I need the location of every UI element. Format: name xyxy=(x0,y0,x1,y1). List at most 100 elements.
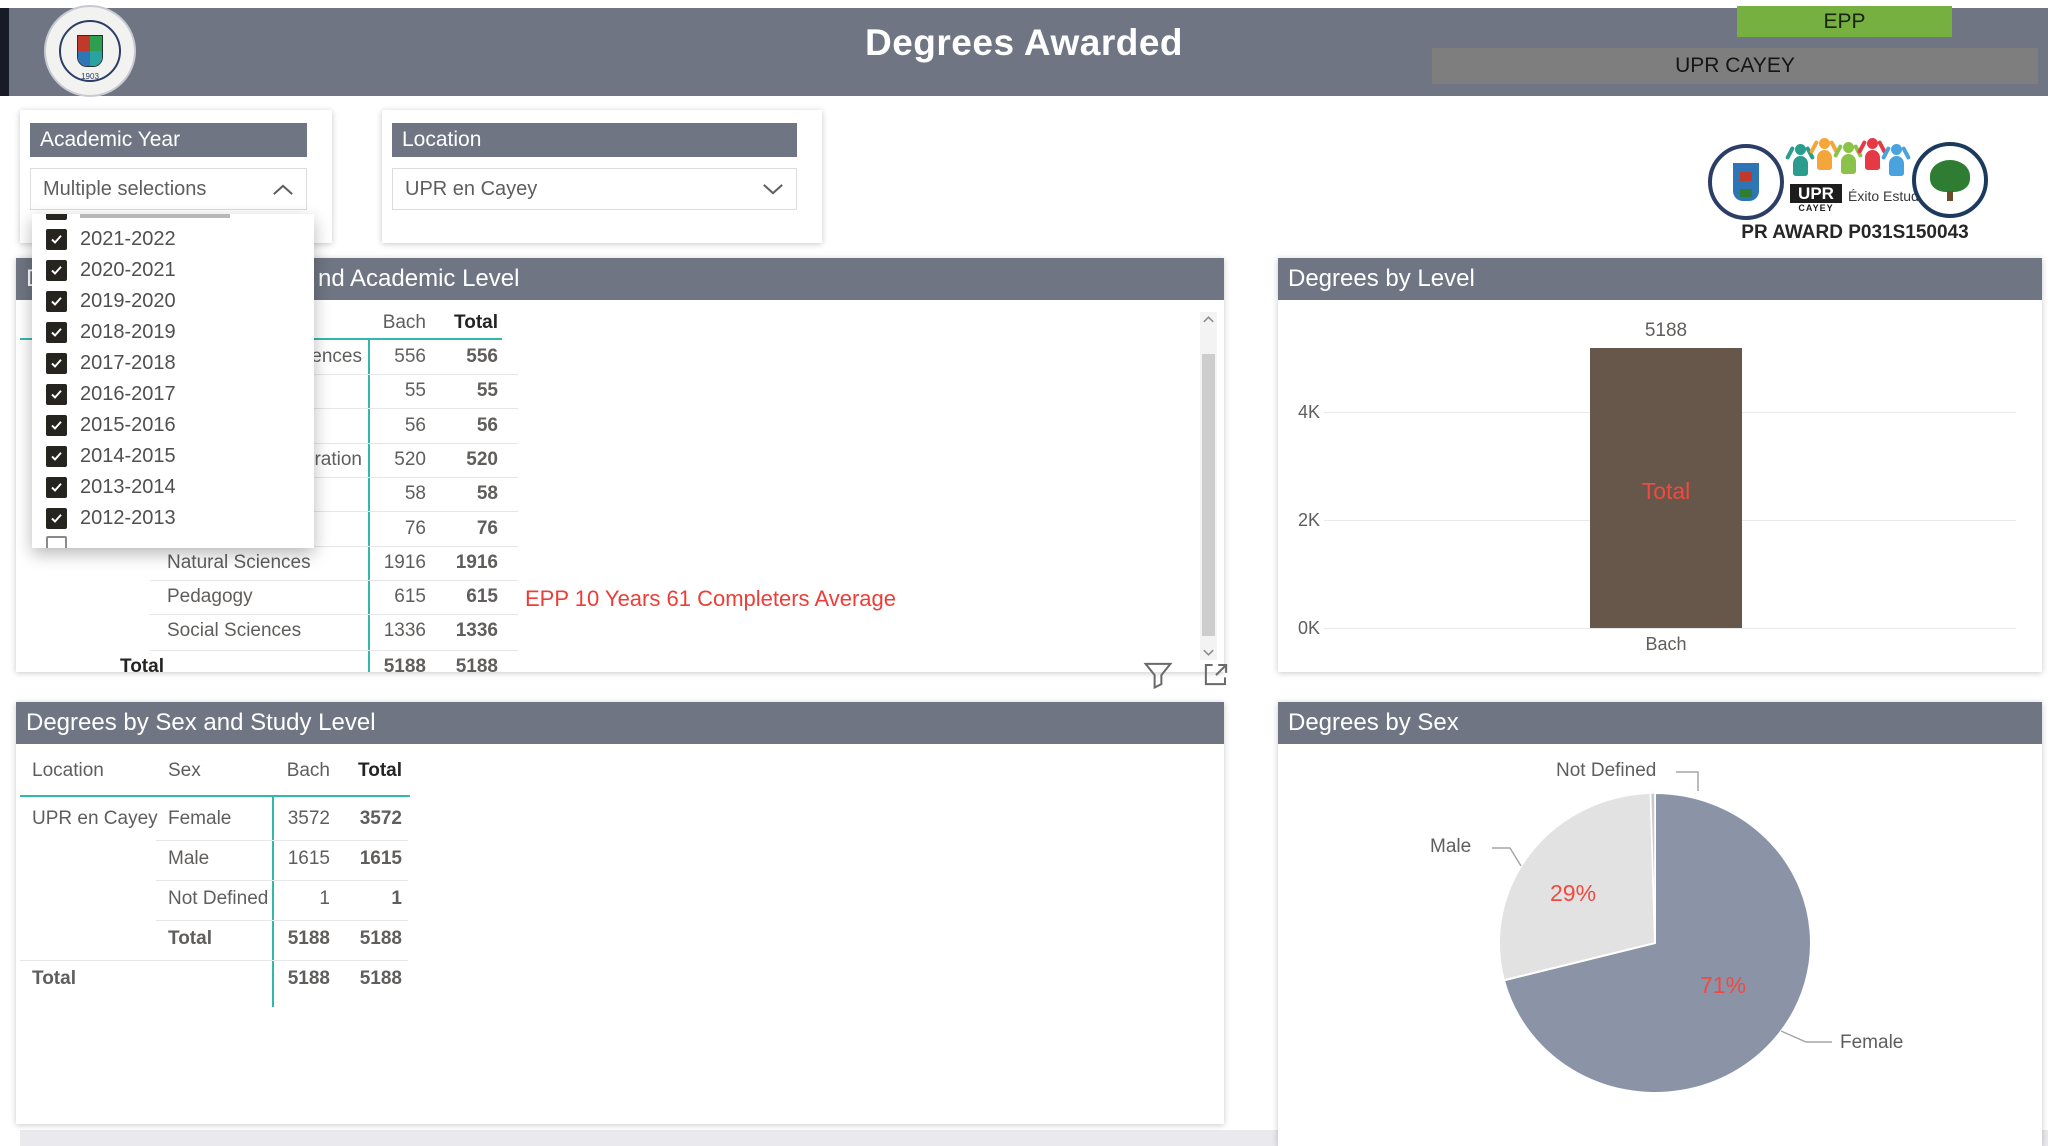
column-header-total: Total xyxy=(454,312,498,333)
table-row[interactable]: Male 1615 1615 xyxy=(168,848,402,869)
checkbox-checked-icon[interactable] xyxy=(46,477,67,498)
y-axis-tick: 4K xyxy=(1297,402,1320,422)
table-row[interactable]: 56 56 xyxy=(404,415,498,436)
row-divider xyxy=(150,650,518,651)
table-row[interactable]: Social Sciences 1336 1336 xyxy=(167,620,498,641)
seal-year-label: 1903 xyxy=(81,72,99,81)
year-option-2015-2016[interactable]: 2015-2016 xyxy=(32,410,314,441)
pie-slice-not-defined[interactable] xyxy=(1649,792,1656,944)
focus-mode-icon[interactable] xyxy=(1198,656,1234,692)
epp-nav-button[interactable]: EPP xyxy=(1737,6,1952,37)
row-divider xyxy=(150,374,518,375)
row-divider xyxy=(156,880,408,881)
table-row[interactable]: UPR en Cayey Female 3572 3572 xyxy=(32,808,402,829)
partner-logos: UPR CAYEY Éxito Estudiantil PR AWARD P03… xyxy=(1690,130,2020,250)
degrees-by-sex-table-card: Degrees by Sex and Study Level Location … xyxy=(16,702,1224,1124)
annotation-text: EPP 10 Years 61 Completers Average xyxy=(525,586,896,611)
table-row[interactable]: ences 556 556 xyxy=(311,346,498,367)
pie-callout-not-defined: Not Defined xyxy=(1556,760,1657,781)
row-divider xyxy=(150,614,518,615)
degrees-by-sex-chart-card: Degrees by Sex Not Defined Male Female 2… xyxy=(1278,702,2042,1146)
location-slicer: Location UPR en Cayey xyxy=(382,110,822,243)
academic-year-selected-value: Multiple selections xyxy=(43,177,207,200)
checkbox-checked-icon[interactable] xyxy=(46,446,67,467)
header-edge-accent xyxy=(0,8,9,96)
total-bar[interactable] xyxy=(1590,348,1742,628)
column-header-location: Location xyxy=(32,760,104,781)
row-divider xyxy=(20,960,408,961)
pie-slice-male[interactable] xyxy=(1498,792,1657,982)
sex-table-header: Location Sex Bach Total xyxy=(16,760,436,784)
checkbox-checked-icon[interactable] xyxy=(46,353,67,374)
year-option-2017-2018[interactable]: 2017-2018 xyxy=(32,348,314,379)
table-total-row[interactable]: Total 5188 5188 xyxy=(120,656,498,672)
column-header-sex: Sex xyxy=(168,760,201,781)
checkbox-checked-icon[interactable] xyxy=(46,229,67,250)
clipped-list-item xyxy=(32,214,314,222)
year-option-2019-2020[interactable]: 2019-2020 xyxy=(32,286,314,317)
y-axis-tick: 0K xyxy=(1297,618,1320,638)
pie-slice-female[interactable] xyxy=(1502,791,1812,1094)
location-dropdown-field[interactable]: UPR en Cayey xyxy=(392,168,797,210)
year-option-2020-2021[interactable]: 2020-2021 xyxy=(32,255,314,286)
page-title: Degrees Awarded xyxy=(864,22,1184,63)
table-row[interactable]: Not Defined 1 1 xyxy=(168,888,402,909)
scroll-down-icon[interactable] xyxy=(1202,648,1215,657)
checkbox-checked-icon[interactable] xyxy=(46,508,67,529)
location-selected-value: UPR en Cayey xyxy=(405,177,538,200)
filter-icon[interactable] xyxy=(1140,656,1176,692)
table-row[interactable]: ration 520 520 xyxy=(314,449,498,470)
chevron-up-icon[interactable] xyxy=(272,183,294,196)
department-of-education-seal-logo xyxy=(1912,142,1988,218)
table-row[interactable]: Pedagogy 615 615 xyxy=(167,586,498,607)
university-seal-inner-ring: 1903 xyxy=(59,20,121,82)
callout-line-female xyxy=(1780,1030,1832,1043)
column-header-bach: Bach xyxy=(382,312,426,333)
pie-chart xyxy=(1492,771,1832,1094)
table-row[interactable]: Natural Sciences 1916 1916 xyxy=(167,552,498,573)
academic-year-dropdown-field[interactable]: Multiple selections xyxy=(30,168,307,210)
chevron-down-icon[interactable] xyxy=(762,183,784,196)
exito-estudiantil-figures-icon xyxy=(1784,138,1912,186)
degrees-by-level-chart-card: Degrees by Level 4K 2K 0K 5188 Total Bac… xyxy=(1278,258,2042,672)
location-slicer-title: Location xyxy=(392,123,797,157)
table-total-row[interactable]: Total 5188 5188 xyxy=(32,968,402,989)
sex-table-title: Degrees by Sex and Study Level xyxy=(16,702,1224,744)
bar-series-label: Total xyxy=(1641,478,1691,504)
checkbox-unchecked-icon[interactable] xyxy=(46,536,67,548)
checkbox-checked-icon[interactable] xyxy=(46,291,67,312)
pie-percent-female: 71% xyxy=(1700,972,1747,998)
academic-year-slicer-title: Academic Year xyxy=(30,123,307,157)
row-divider xyxy=(150,477,518,478)
year-option-2016-2017[interactable]: 2016-2017 xyxy=(32,379,314,410)
table-row[interactable]: 58 58 xyxy=(404,483,498,504)
table-row[interactable]: 76 76 xyxy=(404,518,498,539)
scrollbar-thumb[interactable] xyxy=(1202,354,1215,636)
pie-callout-male: Male xyxy=(1430,836,1472,857)
year-option-2013-2014[interactable]: 2013-2014 xyxy=(32,472,314,503)
year-option-2012-2013[interactable]: 2012-2013 xyxy=(32,503,314,534)
year-option-2021-2022[interactable]: 2021-2022 xyxy=(32,224,314,255)
row-divider xyxy=(150,580,518,581)
callout-line-male xyxy=(1492,847,1522,867)
table-row[interactable]: 55 55 xyxy=(404,380,498,401)
checkbox-checked-icon[interactable] xyxy=(46,415,67,436)
checkbox-checked-icon[interactable] xyxy=(46,322,67,343)
checkbox-checked-icon[interactable] xyxy=(46,384,67,405)
checkbox-checked-icon[interactable] xyxy=(46,260,67,281)
pie-percent-male: 29% xyxy=(1550,880,1597,906)
academic-year-dropdown-list: 2021-2022 2020-2021 2019-2020 2018-2019 … xyxy=(32,214,314,548)
row-divider xyxy=(150,443,518,444)
year-option-2014-2015[interactable]: 2014-2015 xyxy=(32,441,314,472)
campus-nav-button[interactable]: UPR CAYEY xyxy=(1432,48,2038,84)
table-header-underline xyxy=(20,795,410,797)
year-option-2018-2019[interactable]: 2018-2019 xyxy=(32,317,314,348)
table-scrollbar[interactable] xyxy=(1200,312,1217,660)
pr-award-label: PR AWARD P031S150043 xyxy=(1741,222,1969,243)
scroll-up-icon[interactable] xyxy=(1202,315,1215,324)
table-subtotal-row[interactable]: Total 5188 5188 xyxy=(168,928,402,949)
pie-callout-female: Female xyxy=(1840,1032,1904,1053)
row-divider xyxy=(156,920,408,921)
row-divider xyxy=(150,546,518,547)
